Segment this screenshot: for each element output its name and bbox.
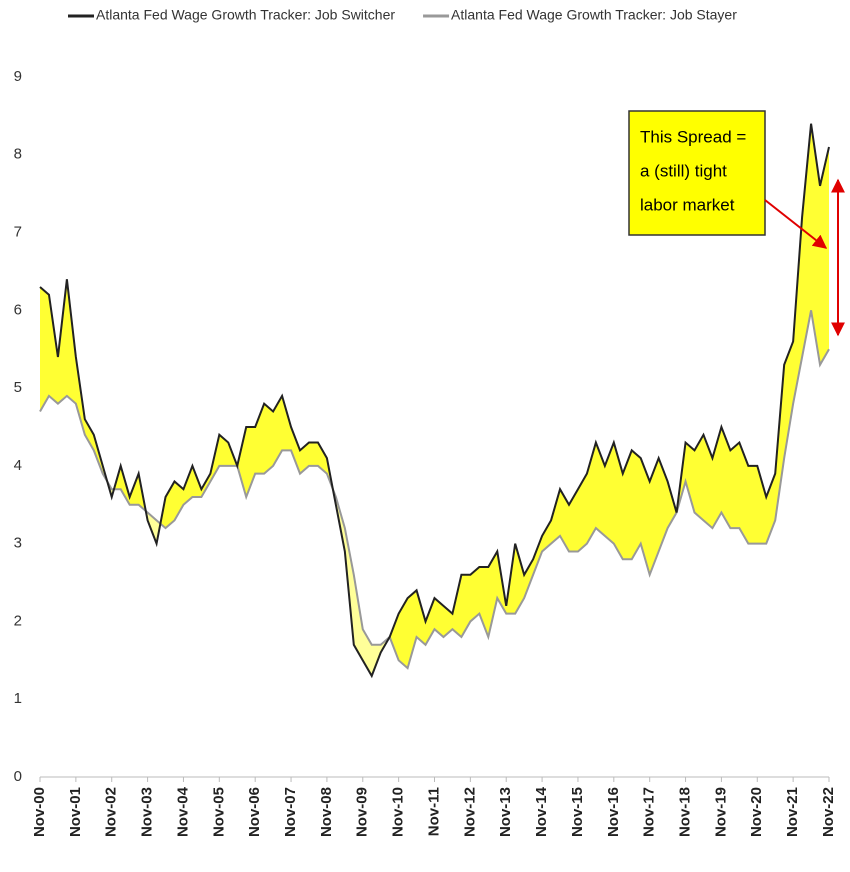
annotation-box	[628, 110, 766, 236]
x-tick-label: Nov-10	[390, 787, 407, 837]
x-tick-label: Nov-02	[103, 787, 120, 837]
annotation-text: a (still) tight	[640, 161, 727, 180]
y-tick-label: 8	[14, 146, 22, 163]
y-tick-label: 0	[14, 768, 22, 785]
x-tick-label: Nov-12	[461, 787, 478, 837]
x-tick-label: Nov-01	[67, 787, 84, 837]
y-tick-label: 4	[14, 457, 22, 474]
y-tick-label: 5	[14, 379, 22, 396]
x-tick-label: Nov-22	[820, 787, 837, 837]
x-tick-label: Nov-09	[354, 787, 371, 837]
y-tick-label: 7	[14, 224, 22, 241]
x-tick-label: Nov-04	[174, 786, 191, 837]
legend-label: Atlanta Fed Wage Growth Tracker: Job Sta…	[451, 7, 737, 23]
series-line	[39, 310, 830, 670]
y-tick-label: 2	[14, 612, 22, 629]
x-tick-label: Nov-05	[210, 787, 227, 837]
x-tick-label: Nov-07	[282, 787, 299, 837]
x-tick-label: Nov-08	[318, 787, 335, 837]
x-tick-label: Nov-19	[712, 787, 729, 837]
x-tick-label: Nov-20	[748, 787, 765, 837]
x-tick-label: Nov-06	[246, 787, 263, 837]
x-tick-label: Nov-17	[641, 787, 658, 837]
annotation-text: This Spread =	[640, 127, 746, 146]
x-tick-label: Nov-18	[677, 787, 694, 837]
series-line	[39, 123, 830, 679]
y-tick-label: 6	[14, 301, 22, 318]
y-tick-label: 9	[14, 68, 22, 85]
x-tick-label: Nov-13	[497, 787, 514, 837]
annotation-arrow	[764, 199, 828, 249]
spread-fill-negative	[40, 310, 829, 676]
x-tick-label: Nov-00	[31, 787, 48, 837]
x-tick-label: Nov-11	[425, 787, 442, 836]
legend-label: Atlanta Fed Wage Growth Tracker: Job Swi…	[96, 7, 395, 23]
x-tick-label: Nov-21	[784, 787, 801, 837]
annotation-text: labor market	[640, 195, 735, 214]
y-tick-label: 3	[14, 535, 22, 552]
x-tick-label: Nov-03	[139, 787, 156, 837]
x-tick-label: Nov-16	[605, 787, 622, 837]
y-tick-label: 1	[14, 690, 22, 707]
x-tick-label: Nov-15	[569, 787, 586, 837]
x-tick-label: Nov-14	[533, 786, 550, 837]
